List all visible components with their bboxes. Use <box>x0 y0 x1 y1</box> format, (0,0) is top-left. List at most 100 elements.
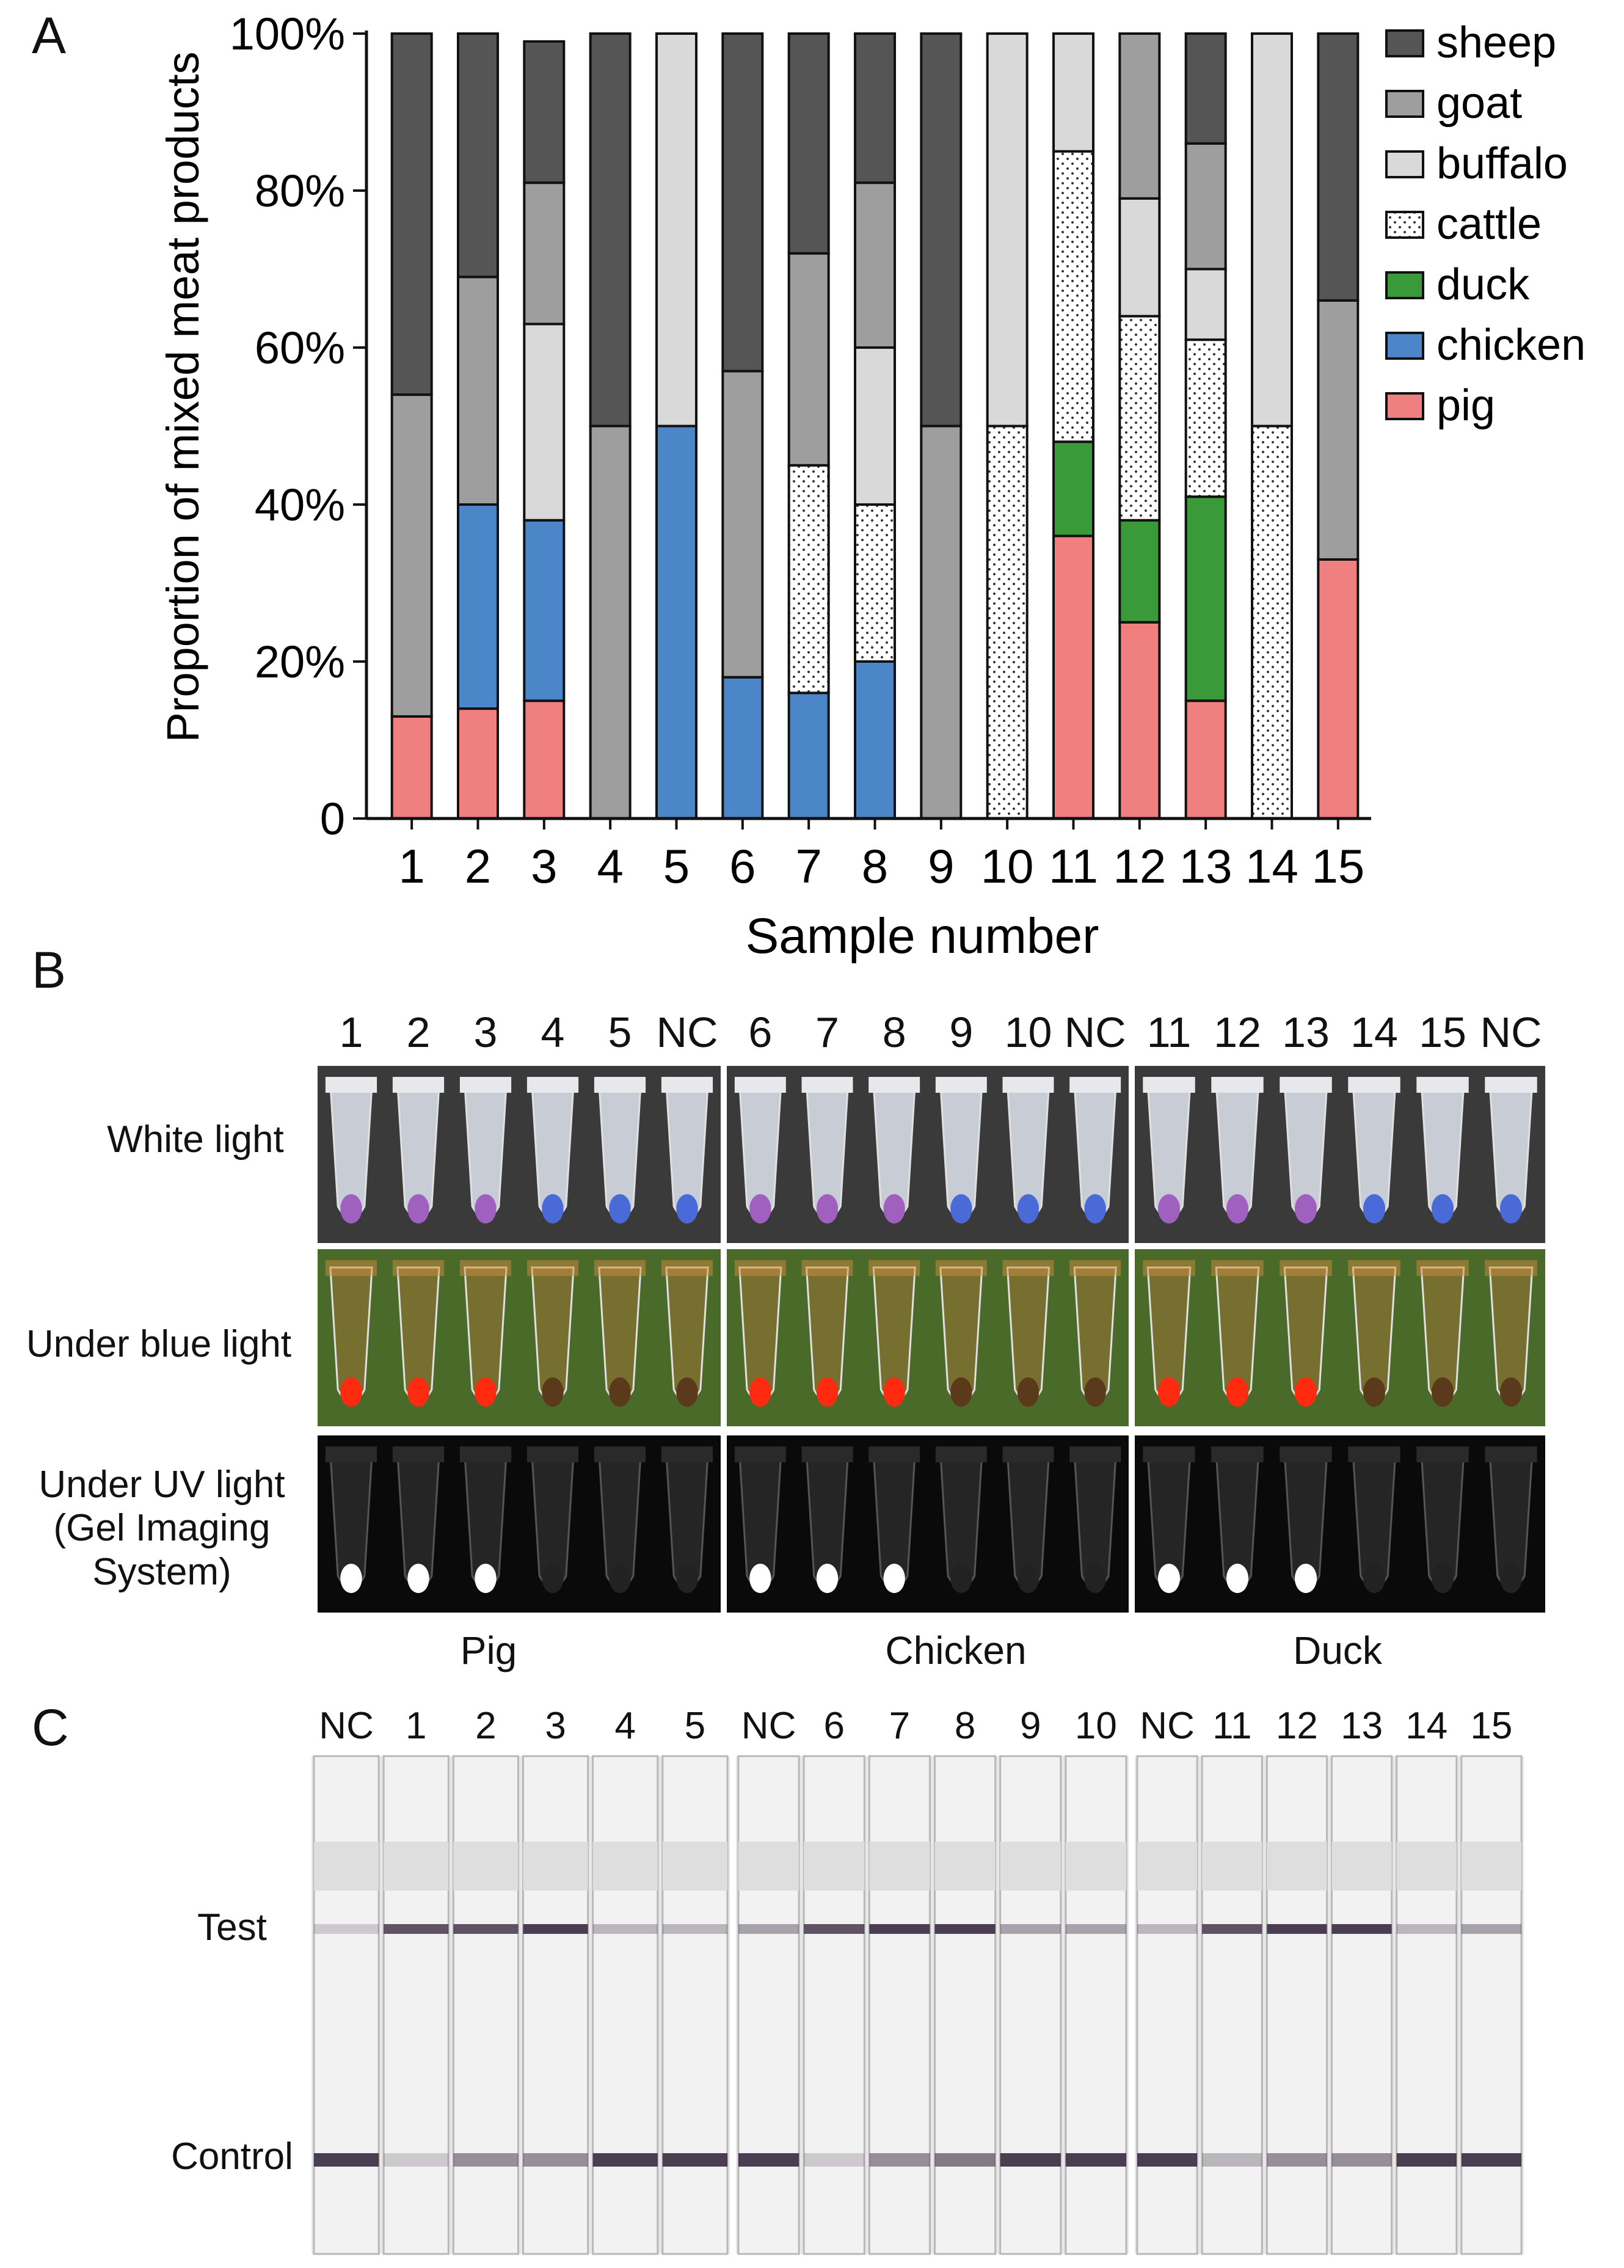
strip-pad <box>662 1842 727 1891</box>
bar-goat-6 <box>721 370 764 679</box>
row-label-control: Control <box>171 2135 293 2178</box>
bar-chicken-6 <box>721 676 764 820</box>
tube-label: 1 <box>339 1008 363 1056</box>
legend-label-sheep: sheep <box>1436 18 1556 67</box>
legend-label-pig: pig <box>1436 381 1495 430</box>
tube-label: 3 <box>473 1008 498 1056</box>
test-line <box>592 1924 658 1934</box>
y-tick-label: 40% <box>255 479 345 530</box>
row-label-blue-light: Under blue light <box>26 1323 292 1365</box>
test-line <box>804 1924 865 1934</box>
bar-duck-11 <box>1052 440 1094 538</box>
strip-label: 11 <box>1212 1705 1252 1747</box>
test-line <box>934 1924 996 1934</box>
tube-label: 5 <box>608 1008 632 1056</box>
tube-reaction <box>542 1377 564 1407</box>
test-strip <box>313 1755 380 2255</box>
strip-pad <box>314 1842 379 1891</box>
tube-reaction <box>749 1377 771 1407</box>
strip-label: 15 <box>1470 1705 1513 1747</box>
tube-reaction <box>749 1194 771 1223</box>
tube-cap <box>1002 1260 1054 1276</box>
tube-reaction <box>1226 1194 1249 1223</box>
bar-buffalo-3 <box>523 323 566 522</box>
tube-cap <box>1002 1446 1054 1462</box>
tube-label: 4 <box>541 1008 565 1056</box>
x-tick-label: 10 <box>981 839 1034 893</box>
strip-label: 1 <box>406 1705 427 1747</box>
test-line <box>1267 1924 1327 1934</box>
test-line <box>453 1924 519 1934</box>
tube-reaction <box>883 1194 905 1223</box>
tube-reaction <box>816 1377 839 1407</box>
test-strip <box>999 1755 1062 2255</box>
bar-cattle-8 <box>854 503 896 663</box>
tube-cap <box>935 1260 987 1276</box>
x-tick-label: 9 <box>928 839 954 893</box>
bar-goat-7 <box>787 252 830 467</box>
bar-buffalo-5 <box>655 32 697 428</box>
tube-cap <box>734 1260 786 1276</box>
tube-reaction <box>1294 1564 1317 1593</box>
legend-swatch-duck <box>1385 271 1424 299</box>
x-tick-label: 11 <box>1049 839 1098 893</box>
tube-label: 14 <box>1350 1008 1398 1056</box>
tube-reaction <box>1431 1564 1454 1593</box>
tube-label: NC <box>1480 1008 1542 1056</box>
y-tick-label: 60% <box>255 323 345 373</box>
tube-cap <box>1348 1260 1400 1276</box>
tube-reaction <box>542 1564 564 1593</box>
test-line <box>1461 1924 1521 1934</box>
bar-pig-3 <box>523 699 566 820</box>
control-line <box>1267 2153 1327 2167</box>
control-line <box>453 2153 519 2167</box>
tube-cap <box>935 1446 987 1462</box>
test-strip <box>452 1755 519 2255</box>
bar-buffalo-10 <box>986 32 1029 428</box>
strip-label: 13 <box>1341 1705 1383 1747</box>
bar-chicken-5 <box>655 425 697 820</box>
test-line <box>1065 1924 1126 1934</box>
tube-cap <box>868 1446 920 1462</box>
strip-label: 10 <box>1074 1705 1117 1747</box>
tube-reaction <box>676 1377 698 1407</box>
tube-cap <box>1069 1446 1121 1462</box>
tube-reaction <box>1499 1194 1523 1223</box>
tube-reaction <box>1017 1194 1040 1223</box>
legend-label-chicken: chicken <box>1436 321 1586 370</box>
x-tick-label: 14 <box>1245 839 1298 893</box>
strip-label: 4 <box>614 1705 636 1747</box>
strip-pad <box>804 1842 865 1891</box>
tube-reaction <box>1157 1377 1181 1407</box>
control-line <box>1396 2153 1457 2167</box>
tube-cap <box>1211 1446 1264 1462</box>
tube-reaction <box>1157 1194 1181 1223</box>
strip-label: 7 <box>889 1705 911 1747</box>
tube-label: 7 <box>815 1008 839 1056</box>
x-axis-title: Sample number <box>746 908 1099 964</box>
tube-reaction <box>1084 1564 1106 1593</box>
test-line <box>1137 1924 1198 1934</box>
bar-goat-8 <box>854 181 896 349</box>
y-tick-label: 80% <box>255 166 345 216</box>
photo-panel-blue <box>1135 1249 1545 1426</box>
test-line <box>384 1924 449 1934</box>
tube-reaction <box>816 1564 839 1593</box>
tube-reaction <box>816 1194 839 1223</box>
y-tick-label: 100% <box>230 9 345 59</box>
control-line <box>523 2153 588 2167</box>
test-strip <box>1136 1755 1198 2255</box>
strip-pad <box>384 1842 449 1891</box>
tube-reaction <box>1294 1377 1317 1407</box>
legend-label-cattle: cattle <box>1436 200 1542 249</box>
tube-reaction <box>883 1377 905 1407</box>
bar-goat-1 <box>390 393 433 718</box>
tube-reaction <box>1084 1377 1106 1407</box>
control-line <box>1331 2153 1392 2167</box>
legend-swatch-sheep <box>1385 29 1424 57</box>
test-line <box>662 1924 727 1934</box>
photo-panel-white <box>727 1066 1129 1243</box>
x-tick-label: 2 <box>465 839 491 893</box>
control-line <box>592 2153 658 2167</box>
